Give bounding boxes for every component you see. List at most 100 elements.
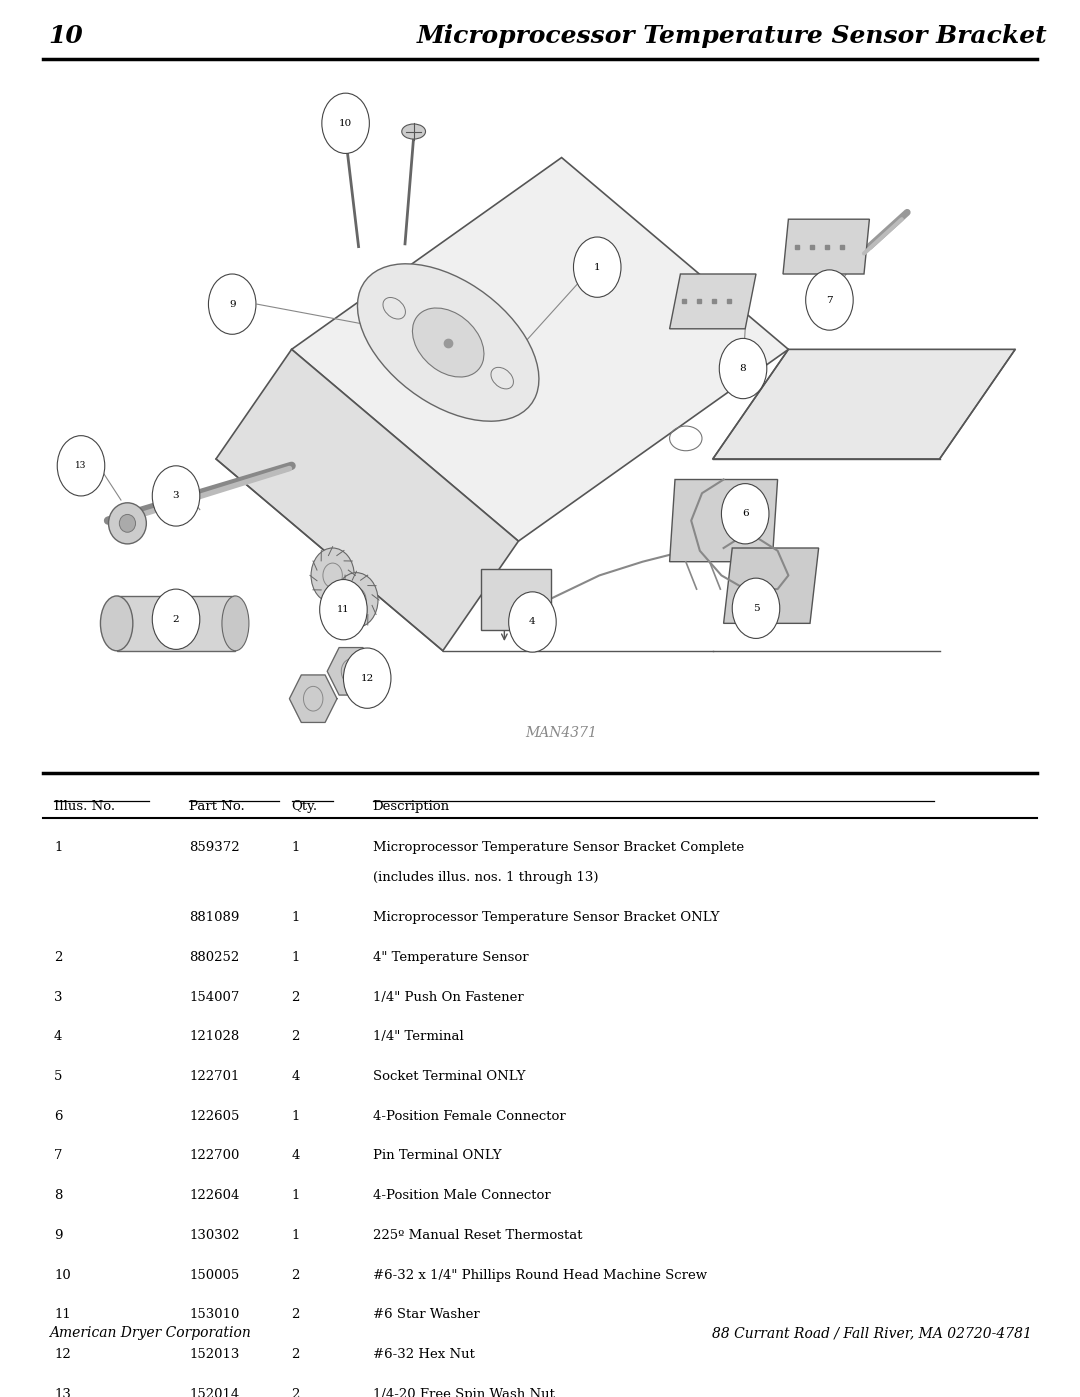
Text: 1: 1 (54, 841, 63, 854)
Ellipse shape (108, 503, 147, 543)
Polygon shape (292, 158, 788, 541)
Text: 4: 4 (292, 1070, 300, 1083)
Text: 1: 1 (292, 911, 300, 923)
Text: 1/4" Terminal: 1/4" Terminal (373, 1030, 463, 1044)
Circle shape (343, 648, 391, 708)
Circle shape (208, 274, 256, 334)
Ellipse shape (413, 307, 484, 377)
Text: 1: 1 (292, 1229, 300, 1242)
Text: 4: 4 (292, 1150, 300, 1162)
Text: 880252: 880252 (189, 951, 240, 964)
Polygon shape (713, 349, 1015, 460)
Text: #6 Star Washer: #6 Star Washer (373, 1309, 480, 1322)
Text: 859372: 859372 (189, 841, 240, 854)
Text: 2: 2 (292, 990, 300, 1003)
Circle shape (320, 580, 367, 640)
Text: 2: 2 (173, 615, 179, 623)
Text: 2: 2 (292, 1268, 300, 1281)
Text: 11: 11 (337, 605, 350, 615)
FancyBboxPatch shape (481, 569, 551, 630)
Polygon shape (289, 675, 337, 722)
Text: Description: Description (373, 800, 449, 813)
Ellipse shape (119, 514, 136, 532)
Text: 3: 3 (54, 990, 63, 1003)
Polygon shape (327, 648, 375, 696)
Polygon shape (670, 479, 778, 562)
Ellipse shape (100, 597, 133, 651)
Text: Qty.: Qty. (292, 800, 318, 813)
Text: American Dryer Corporation: American Dryer Corporation (49, 1326, 251, 1340)
Text: 881089: 881089 (189, 911, 240, 923)
Text: 122605: 122605 (189, 1109, 240, 1123)
Circle shape (719, 338, 767, 398)
Text: 2: 2 (292, 1030, 300, 1044)
Text: 130302: 130302 (189, 1229, 240, 1242)
Text: 150005: 150005 (189, 1268, 240, 1281)
Text: 9: 9 (54, 1229, 63, 1242)
Circle shape (335, 573, 378, 627)
Text: 5: 5 (753, 604, 759, 613)
Text: 11: 11 (54, 1309, 71, 1322)
Ellipse shape (334, 124, 357, 140)
Text: 13: 13 (54, 1387, 71, 1397)
Text: 122604: 122604 (189, 1189, 240, 1203)
Text: Pin Terminal ONLY: Pin Terminal ONLY (373, 1150, 501, 1162)
Circle shape (806, 270, 853, 330)
Text: 4: 4 (54, 1030, 63, 1044)
Text: Microprocessor Temperature Sensor Bracket ONLY: Microprocessor Temperature Sensor Bracke… (373, 911, 719, 923)
Text: 4-Position Female Connector: 4-Position Female Connector (373, 1109, 565, 1123)
Text: 225º Manual Reset Thermostat: 225º Manual Reset Thermostat (373, 1229, 582, 1242)
Ellipse shape (402, 124, 426, 140)
Text: 122700: 122700 (189, 1150, 240, 1162)
Ellipse shape (357, 264, 539, 422)
Text: 1: 1 (292, 841, 300, 854)
Polygon shape (216, 349, 518, 651)
Circle shape (152, 590, 200, 650)
Text: Illus. No.: Illus. No. (54, 800, 116, 813)
Text: 12: 12 (361, 673, 374, 683)
Text: 5: 5 (54, 1070, 63, 1083)
Text: Microprocessor Temperature Sensor Bracket: Microprocessor Temperature Sensor Bracke… (417, 24, 1048, 47)
Text: 3: 3 (173, 492, 179, 500)
Circle shape (573, 237, 621, 298)
Text: 152013: 152013 (189, 1348, 240, 1361)
Text: Part No.: Part No. (189, 800, 245, 813)
Text: 8: 8 (54, 1189, 63, 1203)
Text: #6-32 Hex Nut: #6-32 Hex Nut (373, 1348, 474, 1361)
Text: 7: 7 (826, 296, 833, 305)
Text: 4-Position Male Connector: 4-Position Male Connector (373, 1189, 551, 1203)
Circle shape (322, 94, 369, 154)
Text: 154007: 154007 (189, 990, 240, 1003)
Text: 1: 1 (292, 951, 300, 964)
Text: 2: 2 (292, 1387, 300, 1397)
Text: 2: 2 (292, 1309, 300, 1322)
Text: #6-32 x 1/4" Phillips Round Head Machine Screw: #6-32 x 1/4" Phillips Round Head Machine… (373, 1268, 706, 1281)
Text: 6: 6 (742, 510, 748, 518)
Text: 2: 2 (54, 951, 63, 964)
Circle shape (57, 436, 105, 496)
Text: 1: 1 (594, 263, 600, 271)
Ellipse shape (222, 597, 248, 651)
Text: 9: 9 (229, 299, 235, 309)
Circle shape (311, 548, 354, 604)
Text: 7: 7 (54, 1150, 63, 1162)
Text: MAN4371: MAN4371 (526, 726, 597, 740)
Text: 4" Temperature Sensor: 4" Temperature Sensor (373, 951, 528, 964)
Text: 152014: 152014 (189, 1387, 240, 1397)
Polygon shape (670, 274, 756, 328)
Text: 4: 4 (529, 617, 536, 626)
Text: 12: 12 (54, 1348, 71, 1361)
Text: 8: 8 (740, 365, 746, 373)
Text: 1/4-20 Free Spin Wash Nut: 1/4-20 Free Spin Wash Nut (373, 1387, 554, 1397)
Circle shape (732, 578, 780, 638)
Text: 10: 10 (339, 119, 352, 127)
Text: 153010: 153010 (189, 1309, 240, 1322)
Text: Socket Terminal ONLY: Socket Terminal ONLY (373, 1070, 525, 1083)
Polygon shape (724, 548, 819, 623)
Text: 88 Currant Road / Fall River, MA 02720-4781: 88 Currant Road / Fall River, MA 02720-4… (712, 1326, 1031, 1340)
Text: 6: 6 (54, 1109, 63, 1123)
Text: 122701: 122701 (189, 1070, 240, 1083)
FancyBboxPatch shape (117, 597, 235, 651)
Circle shape (509, 592, 556, 652)
Circle shape (152, 465, 200, 527)
